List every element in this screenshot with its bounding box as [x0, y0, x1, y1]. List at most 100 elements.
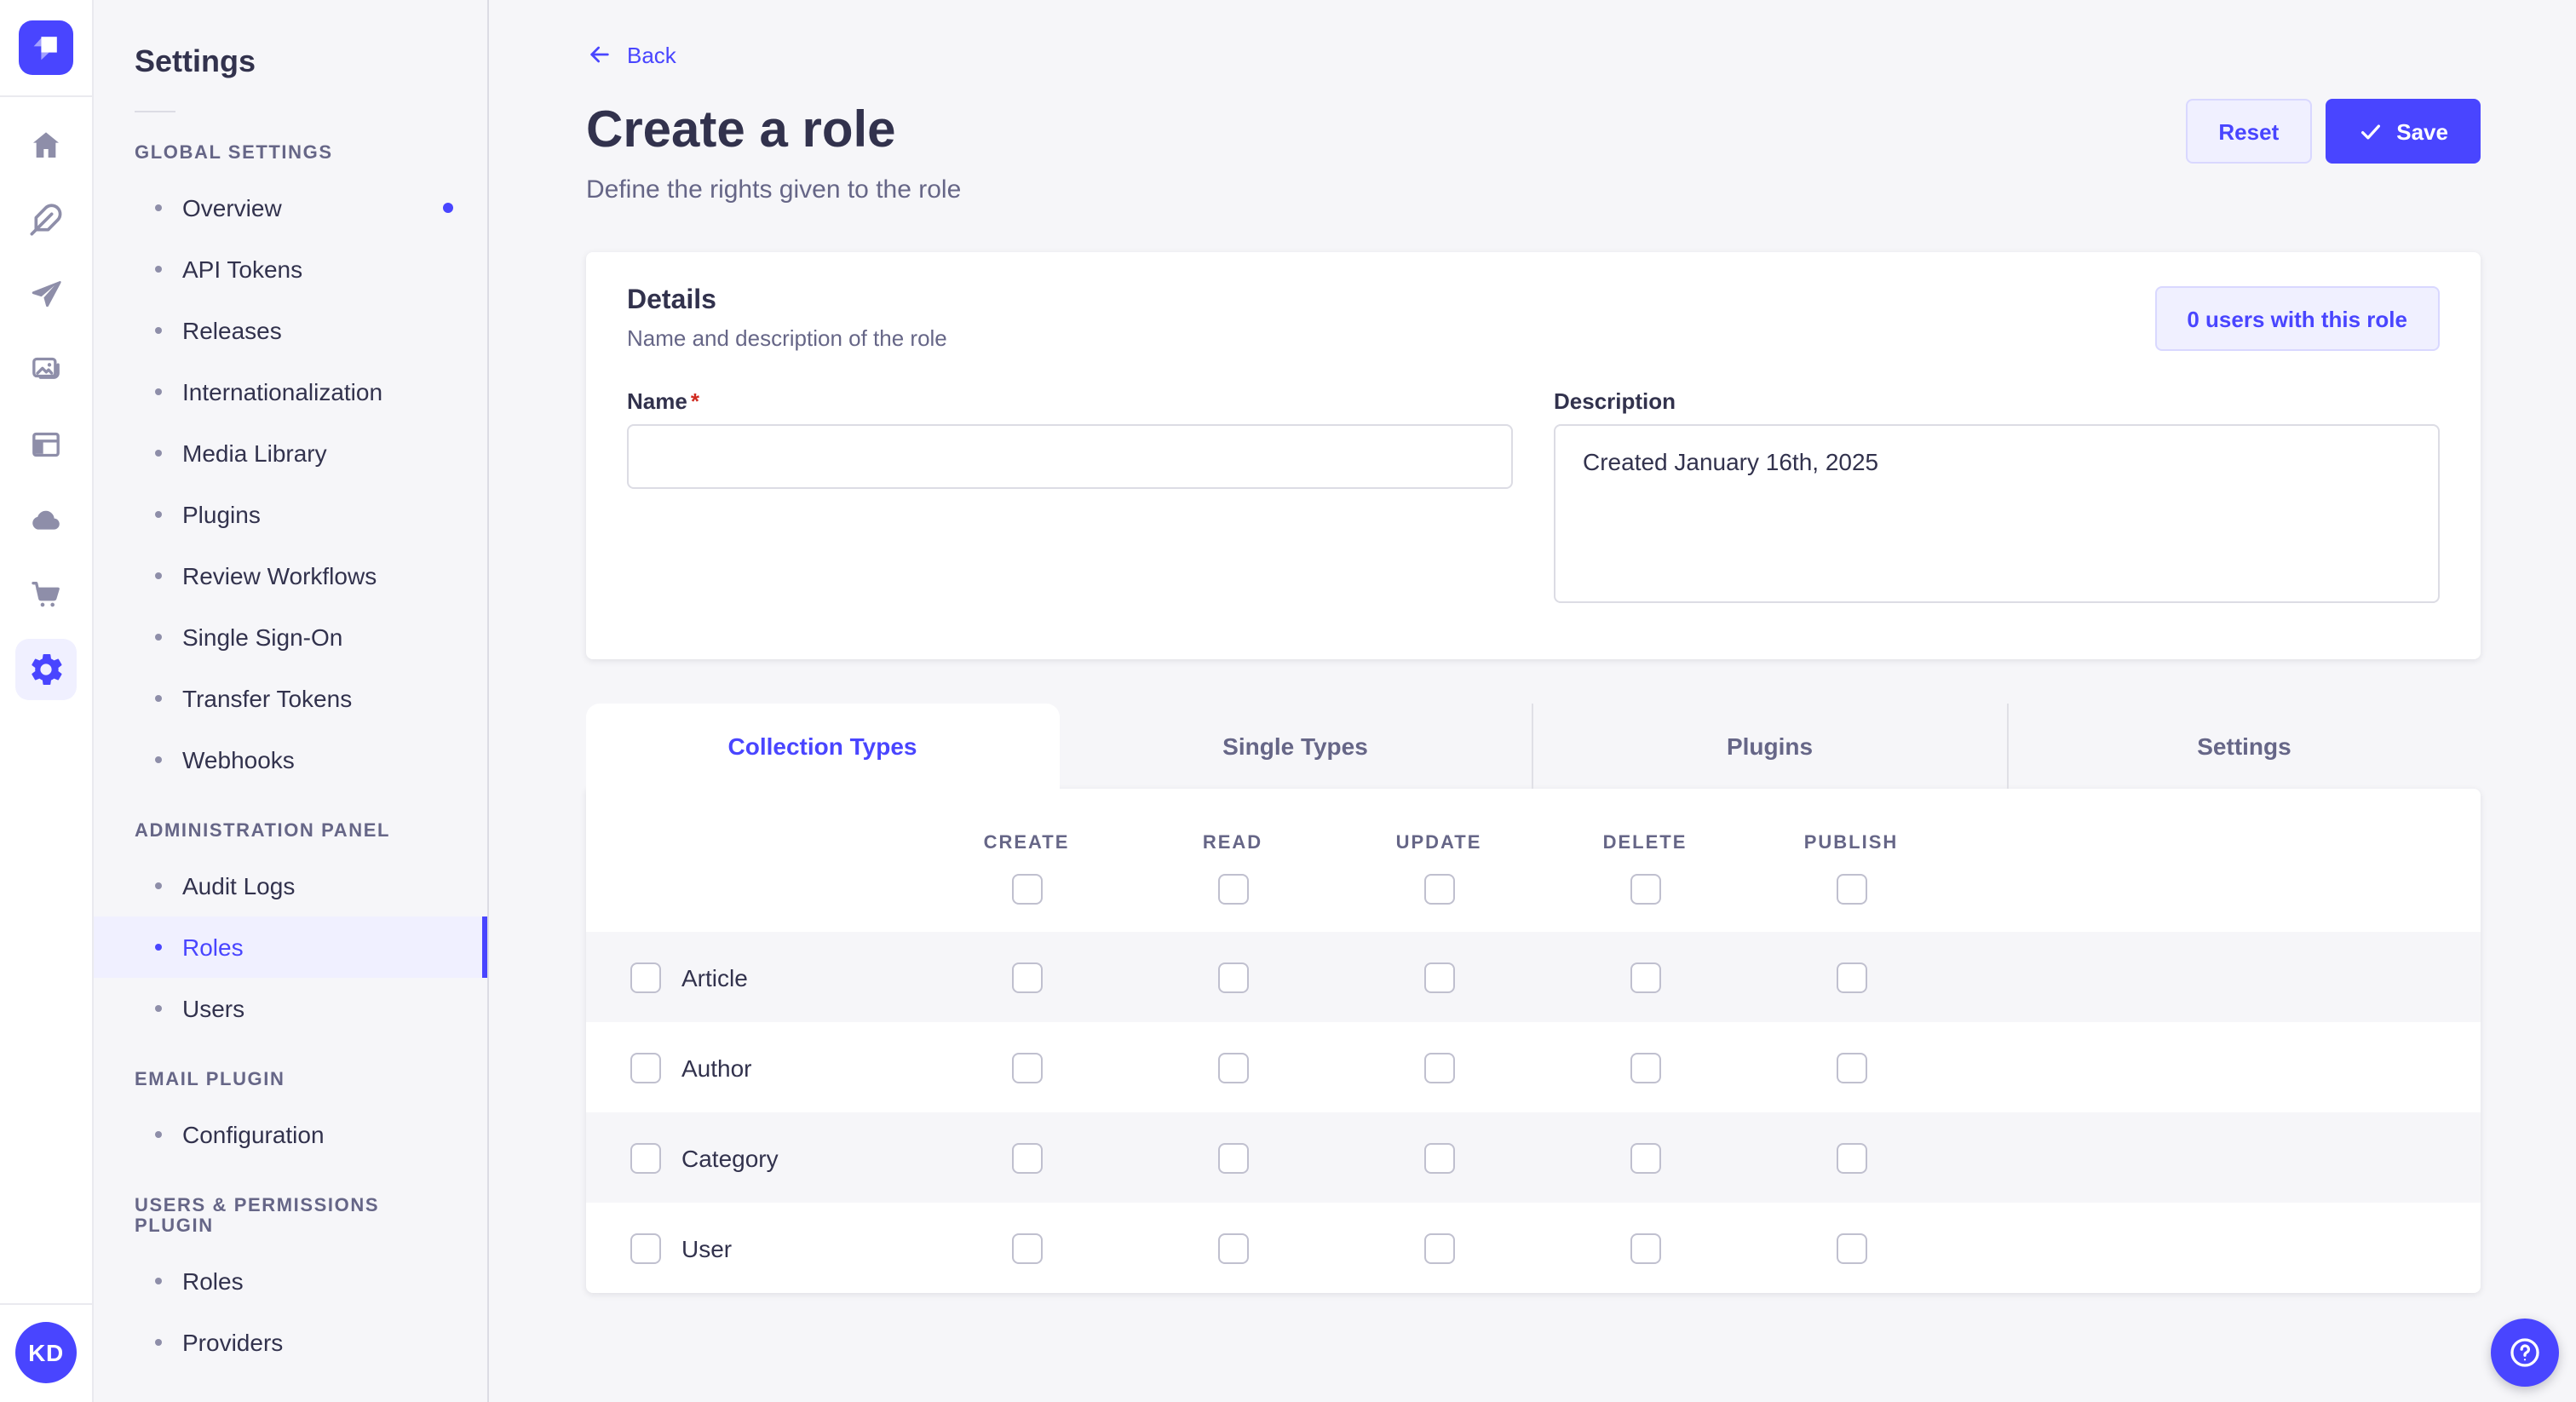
author-publish-checkbox[interactable] [1836, 1052, 1866, 1083]
sidebar-item-plugins[interactable]: Plugins [94, 484, 487, 545]
save-label: Save [2396, 118, 2448, 144]
logo-cell [0, 0, 92, 97]
sidebar-item-audit-logs[interactable]: Audit Logs [94, 855, 487, 916]
section-label-administration-panel: ADMINISTRATION PANEL [135, 821, 391, 842]
select-all-publish-checkbox[interactable] [1836, 874, 1866, 905]
user-read-checkbox[interactable] [1217, 1232, 1248, 1263]
user-delete-checkbox[interactable] [1630, 1232, 1660, 1263]
category-delete-checkbox[interactable] [1630, 1142, 1660, 1173]
select-all-read-checkbox[interactable] [1217, 874, 1248, 905]
sidebar-item-internationalization[interactable]: Internationalization [94, 361, 487, 422]
sidebar-item-overview[interactable]: Overview [94, 177, 487, 238]
bullet-icon [155, 1131, 162, 1138]
page-subtitle: Define the rights given to the role [586, 175, 962, 204]
sidebar-item-api-tokens[interactable]: API Tokens [94, 238, 487, 300]
reset-button[interactable]: Reset [2186, 99, 2312, 164]
tab-settings[interactable]: Settings [2006, 704, 2481, 789]
gear-icon [32, 653, 62, 686]
bullet-icon [155, 204, 162, 211]
deploy-button[interactable] [9, 482, 83, 557]
article-delete-checkbox[interactable] [1630, 962, 1660, 992]
user-row-checkbox[interactable] [630, 1232, 661, 1263]
media-icon [32, 357, 60, 379]
article-publish-checkbox[interactable] [1836, 962, 1866, 992]
user-create-checkbox[interactable] [1011, 1232, 1042, 1263]
back-link[interactable]: Back [586, 41, 676, 68]
feather-icon [30, 204, 62, 236]
author-create-checkbox[interactable] [1011, 1052, 1042, 1083]
author-delete-checkbox[interactable] [1630, 1052, 1660, 1083]
category-update-checkbox[interactable] [1423, 1142, 1454, 1173]
save-button[interactable]: Save [2325, 99, 2481, 164]
strapi-logo[interactable] [19, 20, 73, 75]
column-header-publish: PUBLISH [1803, 833, 1899, 853]
bullet-icon [155, 511, 162, 518]
column-header-update: UPDATE [1395, 833, 1482, 853]
users-with-role-button[interactable]: 0 users with this role [2154, 286, 2440, 351]
author-update-checkbox[interactable] [1423, 1052, 1454, 1083]
help-button[interactable] [2491, 1319, 2559, 1387]
marketplace-button[interactable] [9, 557, 83, 632]
sidebar-item-media-library[interactable]: Media Library [94, 422, 487, 484]
category-create-checkbox[interactable] [1011, 1142, 1042, 1173]
settings-button[interactable] [9, 632, 83, 707]
sidebar-item-review-workflows[interactable]: Review Workflows [94, 545, 487, 606]
media-library-button[interactable] [9, 332, 83, 407]
table-row-category: Category [586, 1112, 2481, 1203]
section-label-global-settings: GLOBAL SETTINGS [135, 143, 333, 164]
row-label: Category [681, 1144, 779, 1171]
user-update-checkbox[interactable] [1423, 1232, 1454, 1263]
category-read-checkbox[interactable] [1217, 1142, 1248, 1173]
tab-plugins[interactable]: Plugins [1532, 704, 2006, 789]
content-type-builder-button[interactable] [9, 407, 83, 482]
arrow-left-icon [590, 46, 609, 63]
article-read-checkbox[interactable] [1217, 962, 1248, 992]
sidebar-item-transfer-tokens[interactable]: Transfer Tokens [94, 668, 487, 729]
select-all-create-checkbox[interactable] [1011, 874, 1042, 905]
table-row-article: Article [586, 932, 2481, 1022]
sidebar-item-users[interactable]: Users [94, 978, 487, 1039]
article-row-checkbox[interactable] [630, 962, 661, 992]
select-all-delete-checkbox[interactable] [1630, 874, 1660, 905]
sidebar-item-releases[interactable]: Releases [94, 300, 487, 361]
bullet-icon [155, 634, 162, 641]
sidebar-item-up-roles[interactable]: Roles [94, 1250, 487, 1312]
article-update-checkbox[interactable] [1423, 962, 1454, 992]
user-publish-checkbox[interactable] [1836, 1232, 1866, 1263]
home-icon [33, 132, 59, 158]
sidebar-item-roles[interactable]: Roles [94, 916, 487, 978]
name-label: Name * [627, 388, 699, 414]
description-label: Description [1554, 388, 1676, 414]
bullet-icon [155, 882, 162, 889]
details-card: Details Name and description of the role… [586, 252, 2481, 659]
bullet-icon [155, 1339, 162, 1346]
details-subtitle: Name and description of the role [627, 325, 947, 351]
category-publish-checkbox[interactable] [1836, 1142, 1866, 1173]
tab-collection-types[interactable]: Collection Types [586, 704, 1059, 789]
question-mark-icon [2510, 1338, 2539, 1367]
permissions-table: CREATE READ UPDATE DELETE PUBLISH Articl… [586, 789, 2481, 1293]
sidebar-item-single-sign-on[interactable]: Single Sign-On [94, 606, 487, 668]
author-read-checkbox[interactable] [1217, 1052, 1248, 1083]
tab-single-types[interactable]: Single Types [1059, 704, 1532, 789]
sidebar-item-webhooks[interactable]: Webhooks [94, 729, 487, 790]
select-all-update-checkbox[interactable] [1423, 874, 1454, 905]
back-label: Back [627, 42, 676, 67]
category-row-checkbox[interactable] [630, 1142, 661, 1173]
author-row-checkbox[interactable] [630, 1052, 661, 1083]
bullet-icon [155, 572, 162, 579]
release-button[interactable] [9, 257, 83, 332]
name-input[interactable] [627, 424, 1513, 489]
check-icon [2360, 124, 2380, 139]
sidebar-item-providers[interactable]: Providers [94, 1312, 487, 1373]
sidebar-item-configuration[interactable]: Configuration [94, 1104, 487, 1165]
column-header-delete: DELETE [1602, 833, 1688, 853]
paper-plane-icon [32, 281, 61, 307]
home-button[interactable] [9, 107, 83, 182]
avatar[interactable]: KD [15, 1322, 77, 1383]
rail-icon-list [9, 97, 83, 707]
content-manager-button[interactable] [9, 182, 83, 257]
article-create-checkbox[interactable] [1011, 962, 1042, 992]
description-textarea[interactable]: Created January 16th, 2025 [1554, 424, 2440, 603]
